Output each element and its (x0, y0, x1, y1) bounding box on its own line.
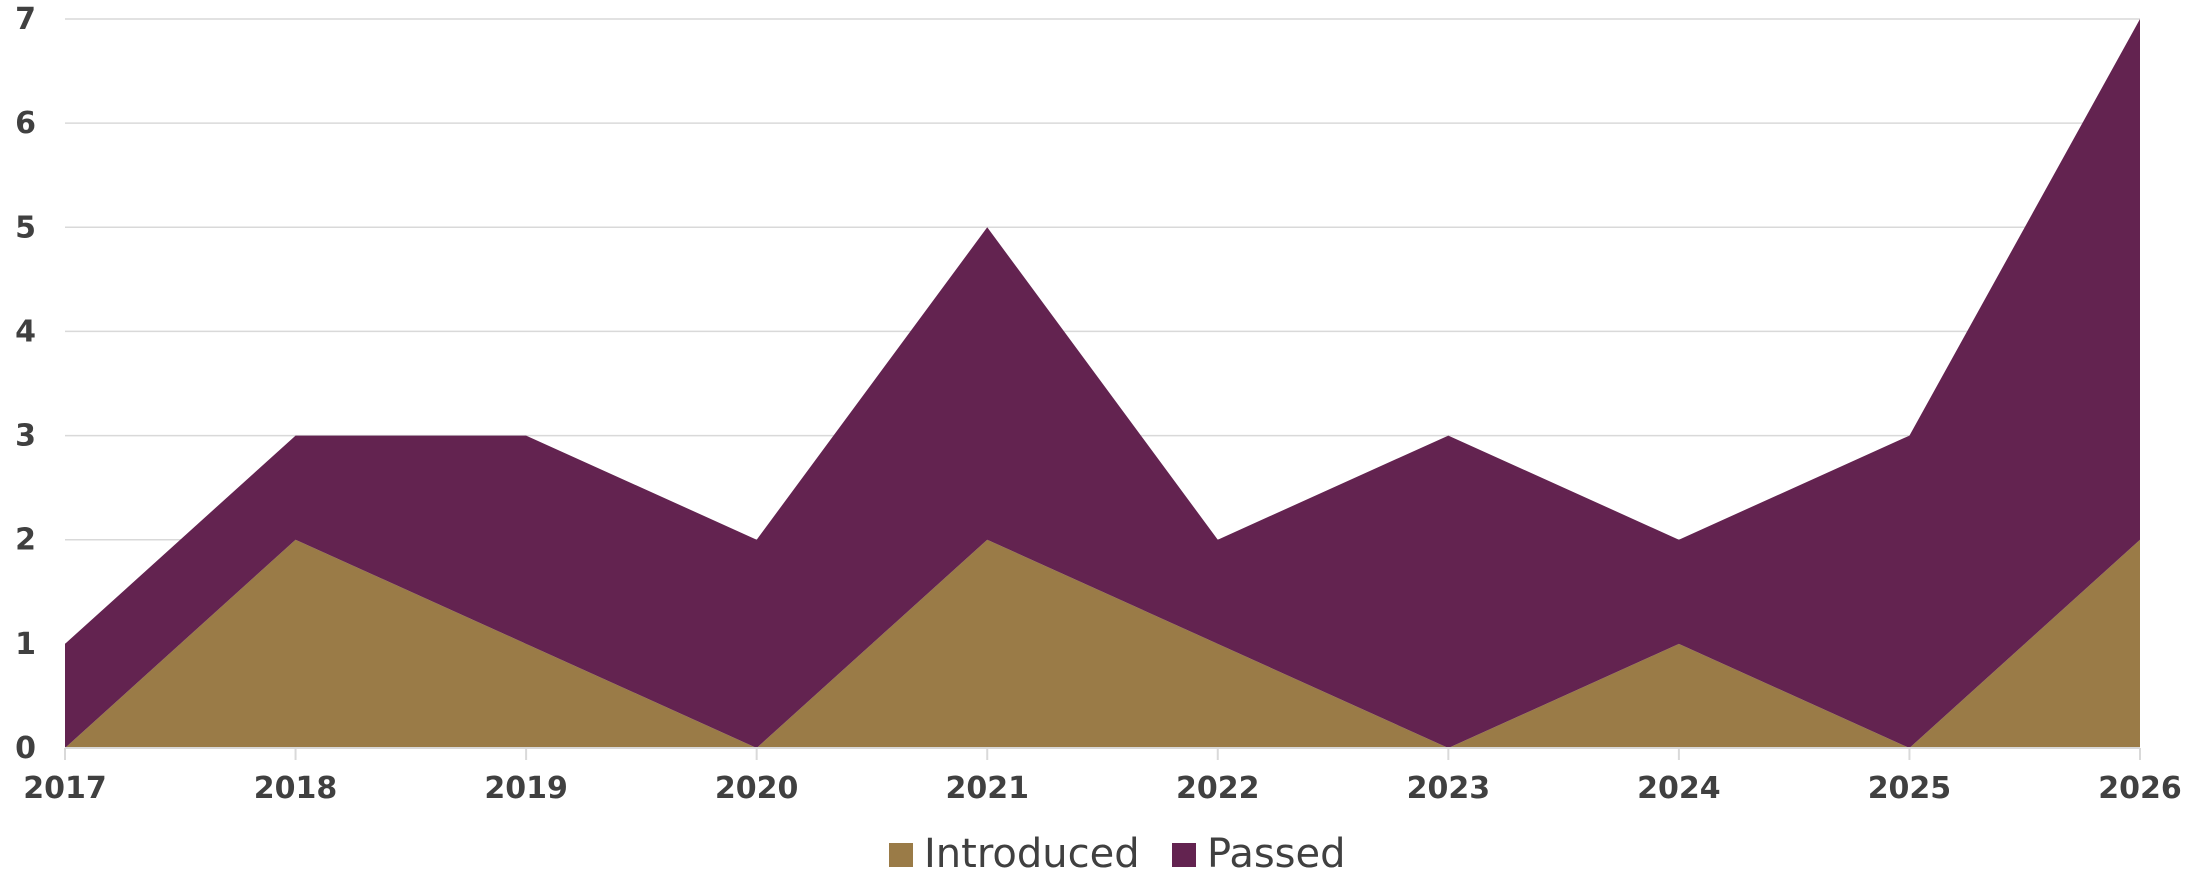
y-tick-label: 5 (15, 210, 36, 245)
y-tick-label: 7 (15, 2, 36, 37)
y-tick-label: 2 (15, 523, 36, 558)
legend-label-introduced: Introduced (924, 831, 1140, 872)
plot-areas (65, 19, 2140, 748)
legend-swatch-introduced (889, 843, 913, 867)
y-tick-label: 4 (15, 314, 36, 349)
x-tick-label: 2024 (1637, 771, 1721, 806)
area-series-passed (65, 19, 2140, 748)
legend-swatch-passed (1172, 843, 1196, 867)
y-axis: 0 1 2 3 4 5 6 7 (15, 2, 36, 766)
x-tick-label: 2021 (945, 771, 1029, 806)
x-tick-label: 2017 (23, 771, 107, 806)
x-tick-label: 2026 (2098, 771, 2182, 806)
y-tick-label: 3 (15, 419, 36, 454)
y-tick-label: 0 (15, 731, 36, 766)
x-tick-label: 2019 (484, 771, 568, 806)
area-series-introduced (65, 539, 2140, 748)
x-tick-label: 2020 (715, 771, 799, 806)
y-tick-label: 6 (15, 106, 36, 141)
x-tick-label: 2023 (1407, 771, 1491, 806)
x-tick-label: 2022 (1176, 771, 1260, 806)
y-tick-label: 1 (15, 627, 36, 662)
legend-label-passed: Passed (1207, 831, 1346, 872)
legend: Introduced Passed (889, 831, 1346, 872)
x-tick-label: 2025 (1868, 771, 1952, 806)
x-axis: 2017 2018 2019 2020 2021 2022 2023 2024 2025 2026 (23, 747, 2182, 806)
x-tick-label: 2018 (254, 771, 338, 806)
